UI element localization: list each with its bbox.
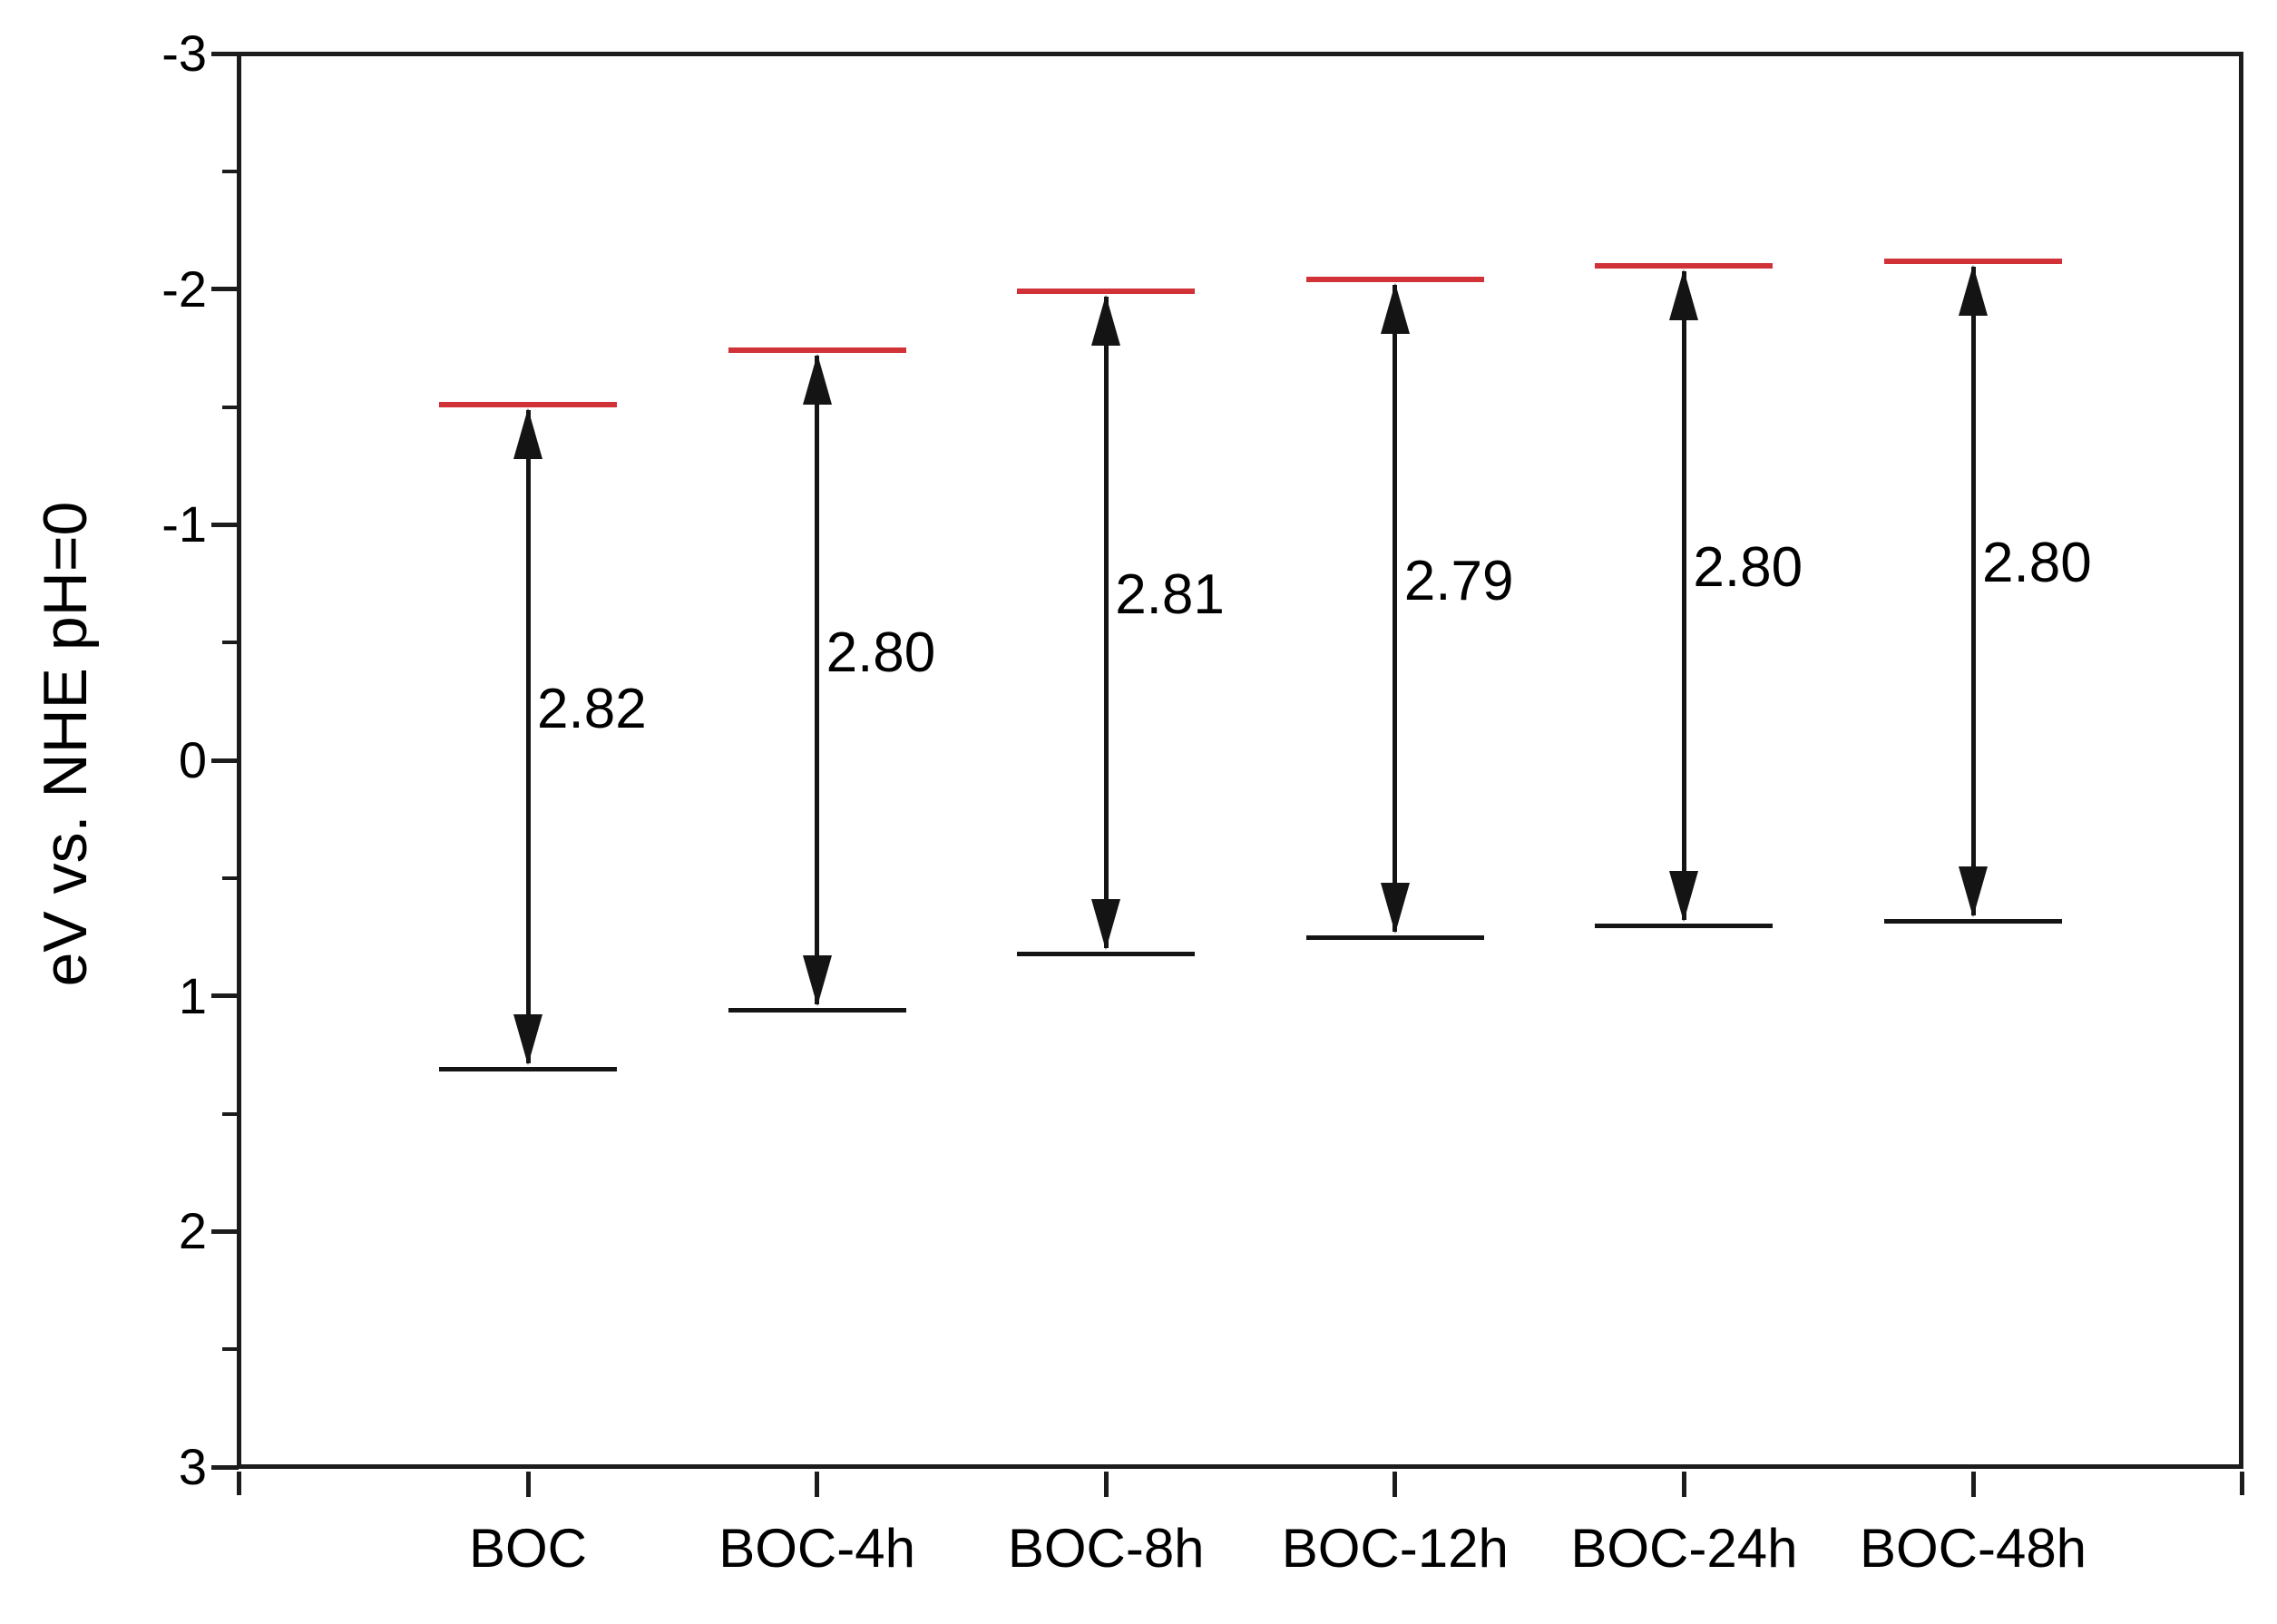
axis-corner-extension xyxy=(236,1472,241,1495)
valence-band-line xyxy=(728,1008,906,1013)
y-major-tick xyxy=(211,51,239,56)
bandgap-label: 2.79 xyxy=(1403,549,1514,612)
x-category-label: BOC-12h xyxy=(1281,1518,1509,1579)
bandgap-arrow-shaft xyxy=(1681,270,1686,920)
x-category-label: BOC xyxy=(468,1518,588,1579)
y-tick-label: 2 xyxy=(178,1202,207,1260)
x-category-label: BOC-24h xyxy=(1570,1518,1798,1579)
x-category-label: BOC-8h xyxy=(1007,1518,1205,1579)
plot-area xyxy=(237,52,2243,1469)
bandgap-arrowhead-up xyxy=(1669,269,1699,320)
bandgap-arrow-shaft xyxy=(525,409,531,1064)
conduction-band-line xyxy=(1595,262,1774,269)
bandgap-label: 2.80 xyxy=(826,621,936,684)
bandgap-arrowhead-up xyxy=(1959,264,1988,316)
valence-band-line xyxy=(1017,951,1196,956)
axis-corner-extension xyxy=(2239,1472,2244,1495)
y-major-tick xyxy=(211,1228,239,1234)
y-tick-label: 3 xyxy=(178,1438,207,1495)
bandgap-label: 2.80 xyxy=(1982,532,2092,595)
y-minor-tick xyxy=(222,641,239,645)
y-major-tick xyxy=(211,522,239,527)
y-major-tick xyxy=(211,1464,239,1470)
bandgap-arrowhead-down xyxy=(802,955,832,1007)
x-tick xyxy=(1393,1472,1398,1497)
y-minor-tick xyxy=(222,405,239,409)
y-tick-label: -1 xyxy=(161,495,207,553)
bandgap-arrow-shaft xyxy=(815,356,820,1005)
bandgap-arrowhead-down xyxy=(1380,882,1410,934)
x-category-label: BOC-48h xyxy=(1859,1518,2087,1579)
y-tick-label: 0 xyxy=(178,731,207,788)
y-minor-tick xyxy=(222,1111,239,1116)
y-major-tick xyxy=(211,287,239,292)
bandgap-arrowhead-down xyxy=(1669,870,1699,922)
valence-band-line xyxy=(439,1067,617,1072)
valence-band-line xyxy=(1305,934,1484,940)
x-tick xyxy=(525,1472,531,1497)
y-major-tick xyxy=(211,993,239,999)
conduction-band-line xyxy=(439,401,617,407)
y-minor-tick xyxy=(222,1347,239,1352)
y-minor-tick xyxy=(222,169,239,173)
bandgap-arrowhead-down xyxy=(1959,866,1988,917)
conduction-band-line xyxy=(1305,277,1484,283)
conduction-band-line xyxy=(1017,289,1196,295)
bandgap-label: 2.80 xyxy=(1693,536,1803,600)
y-minor-tick xyxy=(222,876,239,880)
bandgap-label: 2.82 xyxy=(537,678,647,741)
x-category-label: BOC-4h xyxy=(718,1518,915,1579)
valence-band-line xyxy=(1884,918,2062,924)
bandgap-arrow-shaft xyxy=(1103,297,1109,948)
valence-band-line xyxy=(1595,923,1774,928)
conduction-band-line xyxy=(728,347,906,354)
x-tick xyxy=(815,1472,820,1497)
x-tick xyxy=(1970,1472,1976,1497)
bandgap-arrowhead-up xyxy=(802,354,832,406)
bandgap-arrow-shaft xyxy=(1970,266,1976,915)
x-tick xyxy=(1103,1472,1109,1497)
bandgap-arrow-shaft xyxy=(1393,285,1398,932)
y-tick-label: -3 xyxy=(161,24,207,82)
y-tick-label: 1 xyxy=(178,966,207,1024)
bandgap-arrowhead-down xyxy=(513,1014,542,1066)
y-major-tick xyxy=(211,758,239,763)
bandgap-arrowhead-down xyxy=(1091,898,1121,950)
conduction-band-line xyxy=(1884,258,2062,264)
bandgap-arrowhead-up xyxy=(1380,283,1410,335)
y-tick-label: -2 xyxy=(161,259,207,318)
x-tick xyxy=(1681,1472,1686,1497)
bandgap-label: 2.81 xyxy=(1115,563,1225,627)
bandgap-arrowhead-up xyxy=(1091,295,1121,347)
bandgap-arrowhead-up xyxy=(513,407,542,459)
